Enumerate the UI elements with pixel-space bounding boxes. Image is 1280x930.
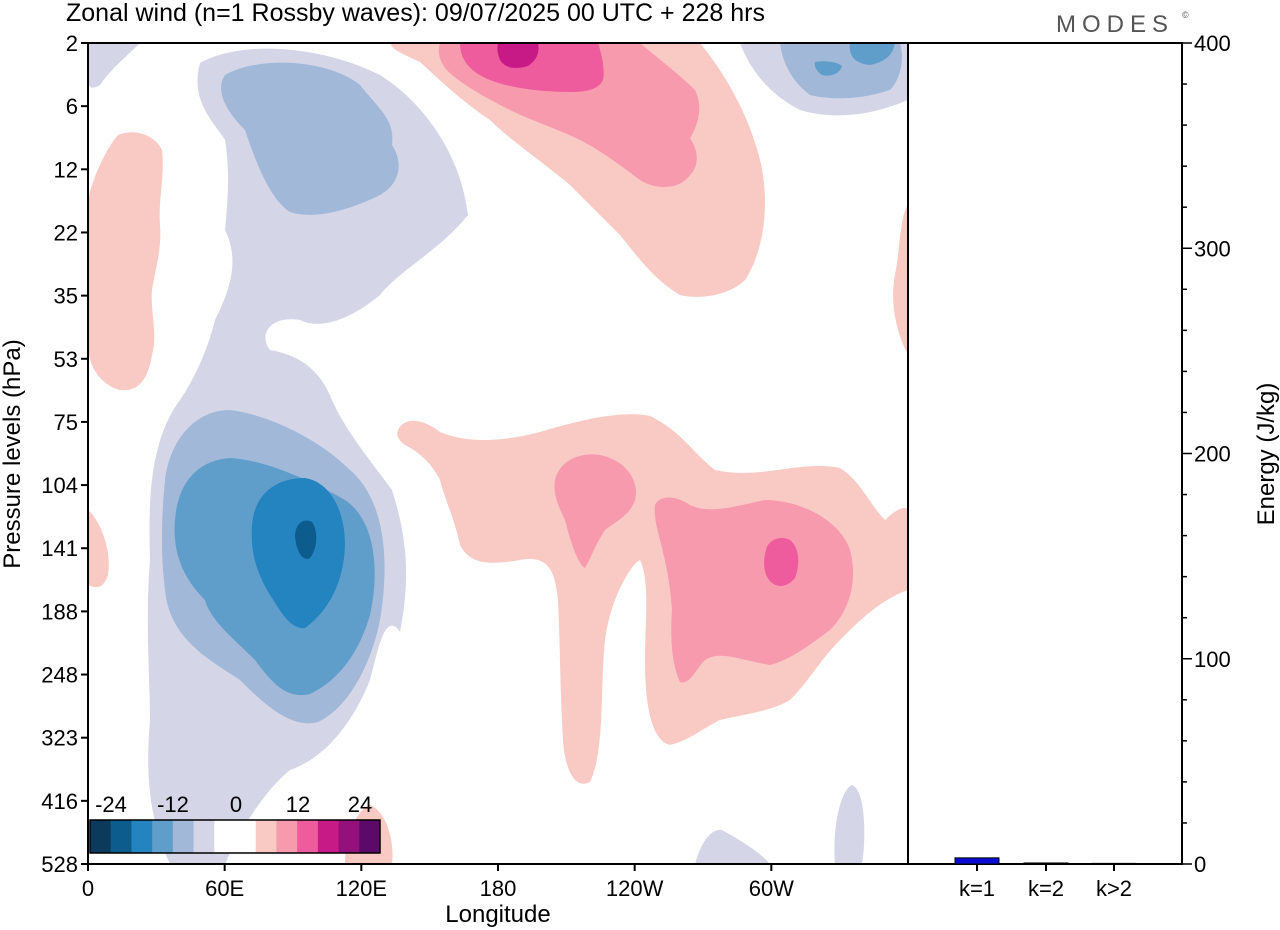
y-tick-label: 104 [41,473,78,498]
x-tick-label: 180 [480,876,517,901]
x-axis-longitude: 0 60E 120E 180 120W 60W [82,864,794,901]
energy-bar-2 [1023,862,1069,865]
colorbar-label: 24 [348,792,372,817]
colorbar-swatch [90,820,112,853]
colorbar-label: -12 [157,792,189,817]
y-tick-label: 22 [54,220,78,245]
x-tick-label: 60W [749,876,794,901]
contour-pos-4-left [88,132,163,391]
energy-tick-label: 0 [1194,852,1206,877]
colorbar-label: -24 [95,792,127,817]
contour-pos-8-right [654,497,854,683]
energy-panel-frame [907,42,1183,865]
energy-bars: k=1 k=2 k>2 [954,857,1137,901]
contour-pos-8-middle [554,454,636,568]
x-tick-label: 0 [82,876,94,901]
contour-neg-4-topleft [88,43,140,88]
y-axis-energy: 0 100 200 300 400 [1182,31,1231,877]
y-tick-label: 188 [41,599,78,624]
energy-tick-label: 100 [1194,647,1231,672]
brand-mark: © [1182,10,1189,20]
x-tick-label: 120W [606,876,664,901]
energy-bar-1 [954,857,1000,865]
x-tick-label: 60E [205,876,244,901]
colorbar-legend: -24 -12 0 12 24 [89,792,381,854]
colorbar-swatch [297,820,319,853]
y-tick-label: 6 [66,94,78,119]
colorbar-frame [89,819,381,854]
colorbar-swatch [214,820,236,853]
colorbar-swatch [317,820,340,853]
colorbar-swatch [152,820,174,853]
y-tick-label: 12 [54,157,78,182]
contour-pos-12-right [764,538,799,586]
y-tick-label: 248 [41,663,78,688]
colorbar-label: 0 [230,792,242,817]
y-tick-label: 2 [66,31,78,56]
x-axis-title: Longitude [445,901,550,928]
energy-tick-label: 400 [1194,31,1231,56]
colorbar-swatch [193,820,215,853]
contour-neg-8-upper [221,62,399,215]
colorbar-swatch [235,820,257,853]
y-tick-label: 141 [41,536,78,561]
energy-tick-label: 300 [1194,236,1231,261]
contour-pos-4-lowerleft [88,510,109,588]
colorbar-swatch [131,820,153,853]
colorbar-swatch [110,820,132,853]
contour-neg-20 [295,520,317,559]
colorbar-label: 12 [286,792,310,817]
y-tick-label: 35 [54,284,78,309]
colorbar-swatch [172,820,195,853]
colorbar-swatch [359,820,381,853]
energy-tick-label: 200 [1194,442,1231,467]
y-axis-title-left: Pressure levels (hPa) [0,339,26,568]
contour-pos-16-top [497,43,539,68]
y-tick-label: 75 [54,410,78,435]
colorbar-swatch [276,820,298,853]
colorbar-swatch [338,820,360,853]
y-tick-label: 528 [41,852,78,877]
zonal-wind-contours [88,43,908,864]
contour-neg-12-topright [849,43,895,65]
y-tick-label: 53 [54,347,78,372]
y-axis-title-right: Energy (J/kg) [1253,383,1280,526]
energy-category-label: k=2 [1028,876,1064,901]
brand-logo: MODES [1056,11,1174,38]
contour-neg-4-bottom-oval [834,785,865,864]
contour-pos-12-top [460,43,604,92]
energy-category-label: k=1 [959,876,995,901]
colorbar-swatch [255,820,277,853]
contour-pos-4-right-edge [893,205,908,355]
y-axis-pressure: 2 6 12 22 35 53 75 104 141 188 248 323 416 528 [41,31,88,877]
x-tick-label: 120E [336,876,387,901]
contour-neg-4-bottom [695,829,770,864]
contour-neg-16 [251,478,345,629]
energy-category-label: k>2 [1096,876,1132,901]
y-tick-label: 416 [41,789,78,814]
contour-neg-12-topright-small [814,61,842,76]
chart-title: Zonal wind (n=1 Rossby waves): 09/07/202… [66,0,765,27]
y-tick-label: 323 [41,726,78,751]
